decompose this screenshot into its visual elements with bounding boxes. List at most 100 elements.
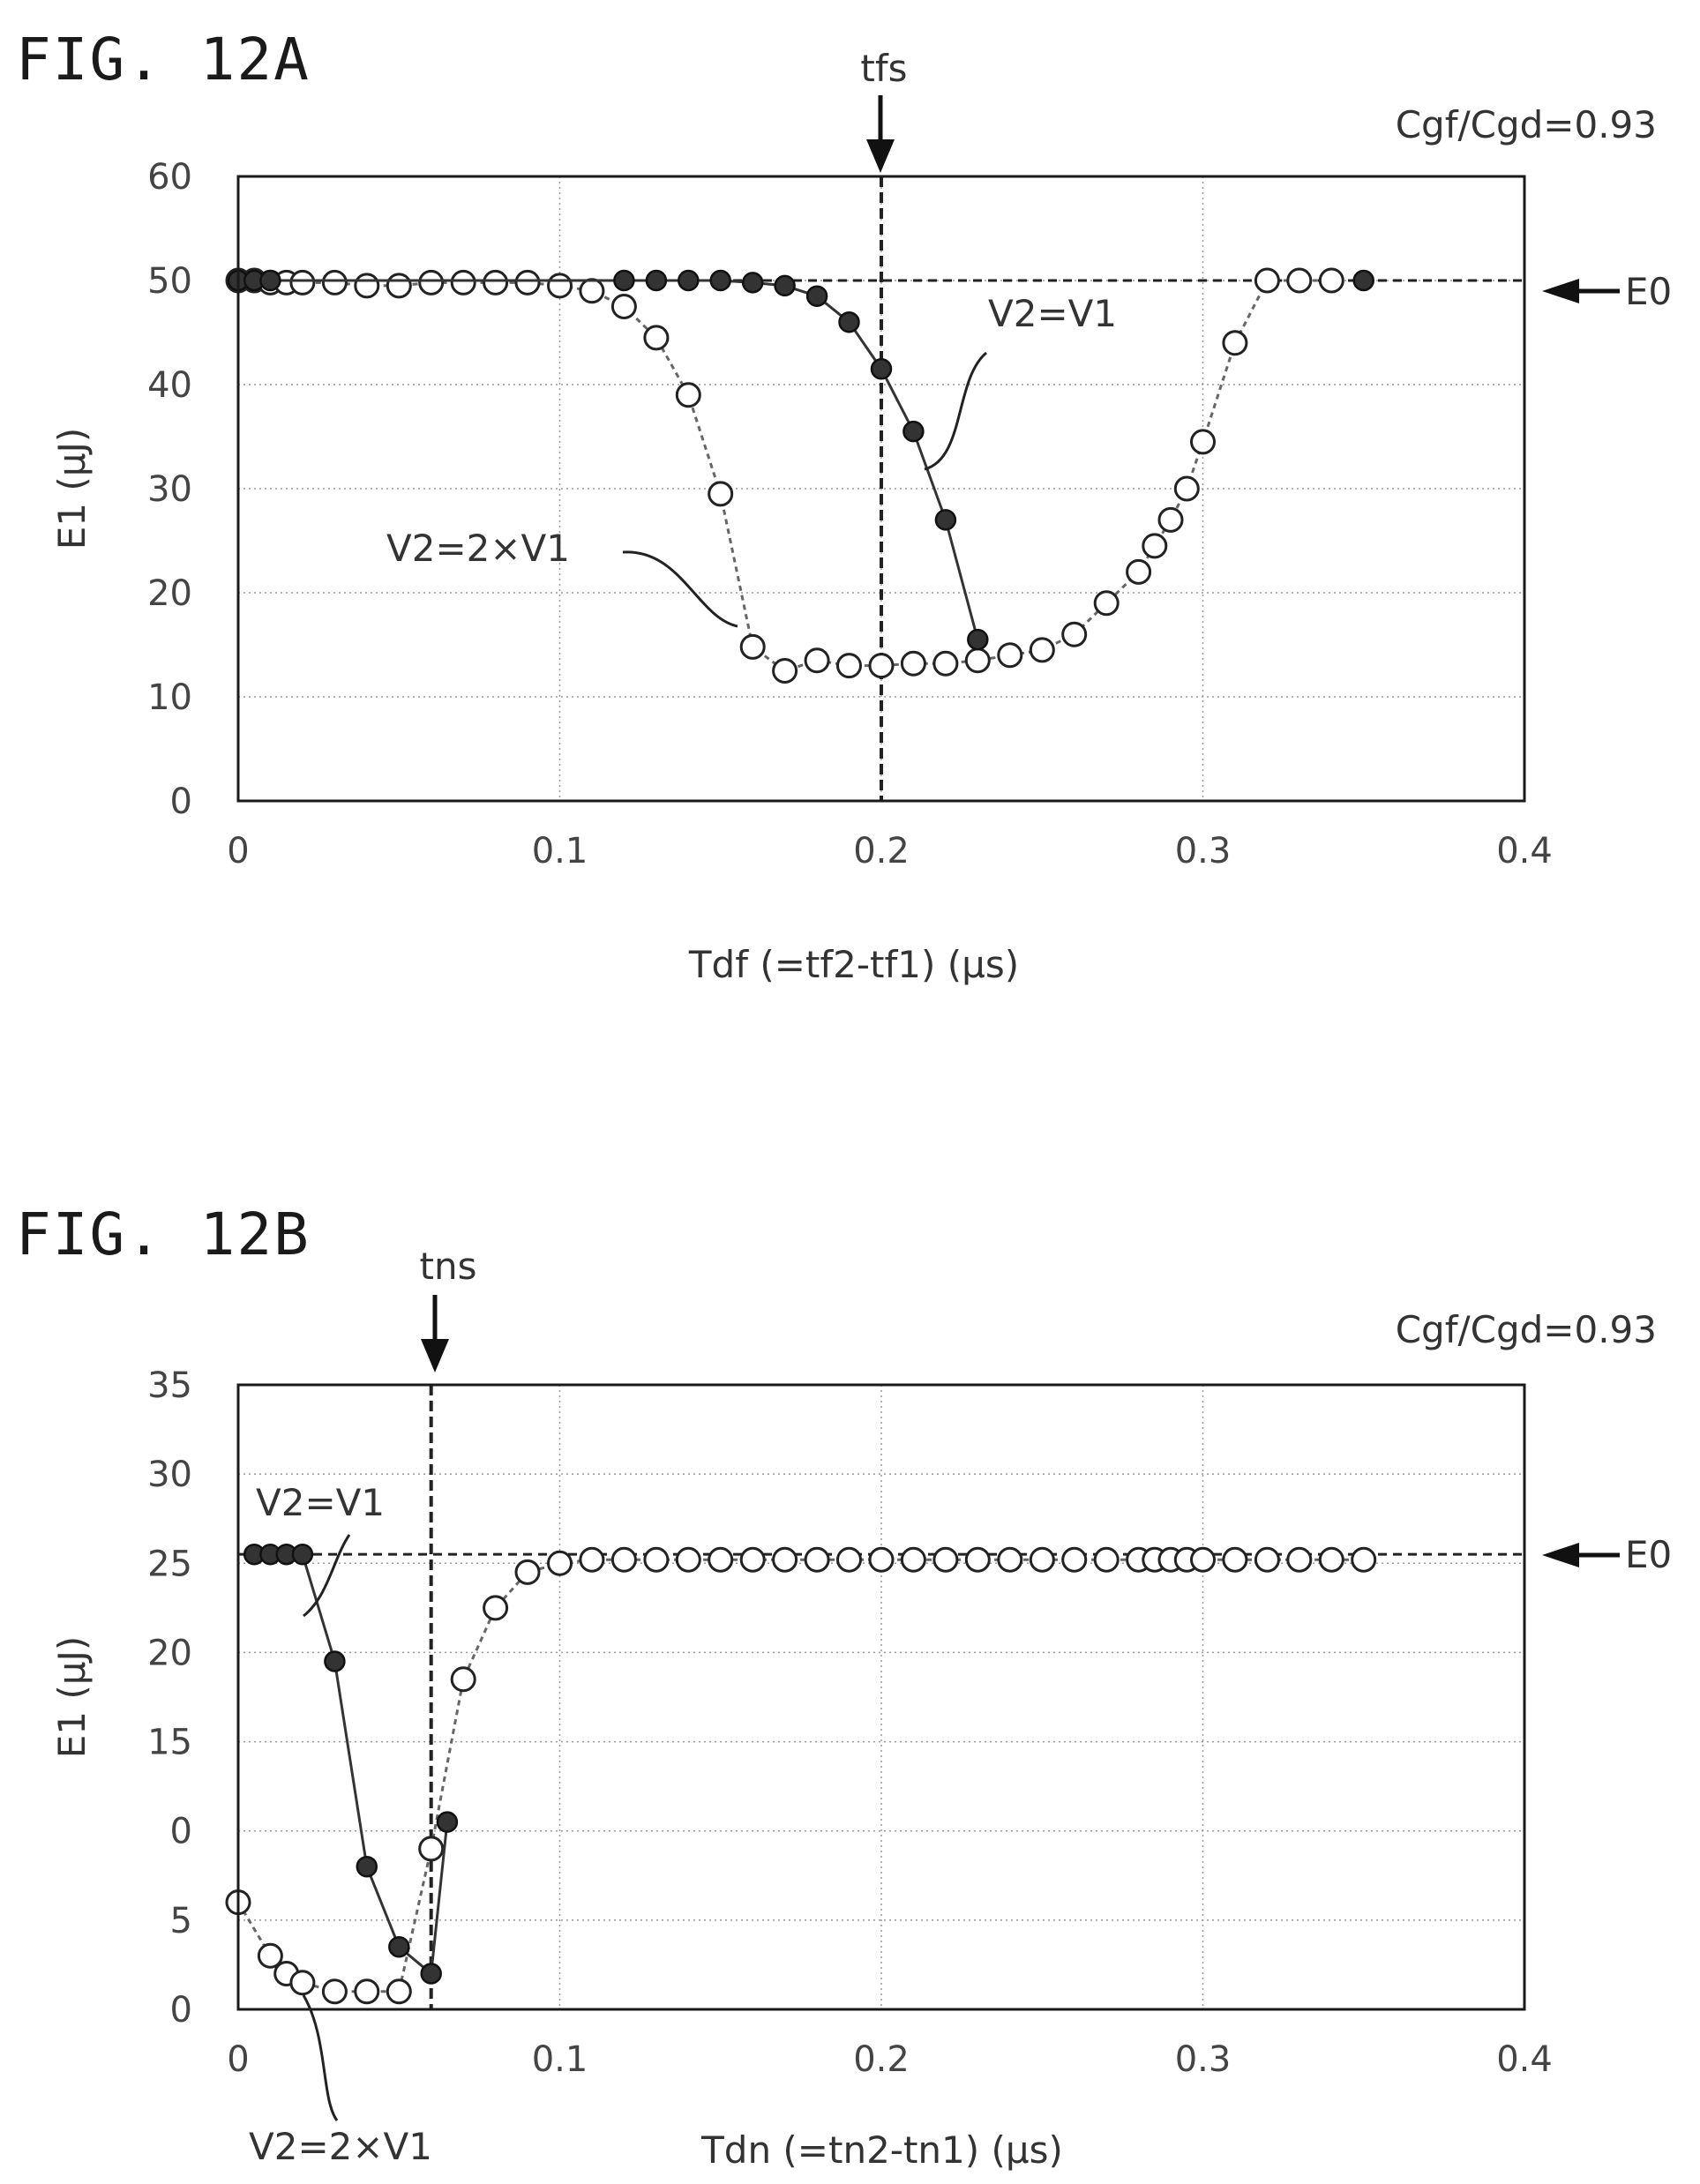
x-tick-label: 0.1 <box>532 2039 588 2080</box>
data-point <box>1157 506 1184 533</box>
x-tick-label: 0.1 <box>532 831 588 871</box>
series-label-v2-v1: V2=V1 <box>988 292 1117 335</box>
x-tick-label: 0 <box>227 2039 249 2080</box>
e0-arrow-head <box>1542 1543 1579 1567</box>
tfs-arrow-head <box>866 139 895 173</box>
ratio-label: Cgf/Cgd=0.93 <box>1396 103 1657 146</box>
data-point <box>354 1978 380 2005</box>
data-point <box>868 1546 895 1573</box>
data-point <box>964 647 991 674</box>
y-tick-label: 50 <box>147 261 192 302</box>
data-point <box>1061 621 1088 647</box>
data-point <box>483 1595 509 1621</box>
x-tick-label: 0.3 <box>1175 2039 1232 2080</box>
data-point <box>934 509 957 531</box>
data-point <box>870 358 893 380</box>
data-point <box>772 658 798 684</box>
data-point <box>1061 1546 1088 1573</box>
data-point <box>483 269 509 295</box>
series-label-v2-2v1: V2=2×V1 <box>386 527 570 570</box>
tns-arrow-head <box>421 1339 449 1372</box>
data-point <box>450 1666 476 1693</box>
plot-area <box>225 1385 1524 2009</box>
leader-v2-v1 <box>303 1534 351 1618</box>
data-point <box>772 1546 798 1573</box>
data-point <box>678 269 700 292</box>
data-point <box>741 272 764 294</box>
data-point <box>675 1546 701 1573</box>
plot-area <box>225 176 1524 801</box>
data-point <box>804 1546 830 1573</box>
data-point <box>739 633 766 660</box>
y-tick-label: 60 <box>147 157 192 198</box>
y-axis-label: E1 (μJ) <box>50 428 94 550</box>
data-point <box>967 628 989 651</box>
y-tick-label: 15 <box>147 1723 192 1763</box>
x-axis-label: Tdf (=tf2-tf1) (μs) <box>688 943 1019 986</box>
data-point <box>321 269 348 295</box>
data-point <box>321 1978 348 2005</box>
y-tick-label: 30 <box>147 469 192 510</box>
data-point <box>354 273 380 299</box>
series-label-v2-2v1: V2=2×V1 <box>249 2125 432 2168</box>
data-point <box>259 269 281 292</box>
figure-12b: FIG. 12B Cgf/Cgd=0.93 tns E0 Tdn (=tn2-t… <box>16 1200 1672 2172</box>
data-point <box>964 1546 991 1573</box>
data-point <box>900 1546 926 1573</box>
data-point <box>610 1546 637 1573</box>
data-point <box>418 269 445 295</box>
data-point <box>804 647 830 674</box>
leader-v2-v1 <box>924 351 987 471</box>
y-tick-label: 20 <box>147 573 192 614</box>
data-point <box>774 274 796 297</box>
figure-12a: FIG. 12A Cgf/Cgd=0.93 tfs E0 Tdf (=tf2-t… <box>16 26 1672 986</box>
data-point <box>1190 1546 1216 1573</box>
data-point <box>450 269 476 295</box>
data-point <box>291 1543 314 1566</box>
data-point <box>1286 267 1313 294</box>
data-point <box>902 420 925 443</box>
data-point <box>388 1935 410 1958</box>
data-point <box>932 1546 959 1573</box>
data-point <box>514 1559 541 1585</box>
data-point <box>675 382 701 408</box>
data-point <box>1093 590 1120 617</box>
data-point <box>1029 1546 1055 1573</box>
data-point <box>514 269 541 295</box>
y-tick-label: 5 <box>170 1901 192 1941</box>
data-point <box>1351 1546 1377 1573</box>
data-point <box>257 1942 283 1969</box>
x-tick-label: 0 <box>227 831 249 871</box>
e0-label: E0 <box>1625 270 1672 313</box>
data-point <box>610 294 637 319</box>
data-point <box>1126 558 1152 585</box>
leader-v2-2v1 <box>302 1994 339 2121</box>
y-tick-label: 10 <box>147 677 192 718</box>
data-point <box>1286 1546 1313 1573</box>
plot-frame <box>236 1383 1526 2011</box>
data-point <box>1222 1546 1248 1573</box>
x-tick-label: 0.2 <box>853 2039 910 2080</box>
tfs-label: tfs <box>860 47 907 90</box>
y-axis-label: E1 (μJ) <box>50 1636 94 1759</box>
x-axis-label: Tdn (=tn2-tn1) (μs) <box>700 2128 1063 2172</box>
data-point <box>645 269 668 292</box>
data-point <box>289 269 316 295</box>
x-tick-label: 0.4 <box>1496 2039 1553 2080</box>
data-point <box>997 1546 1023 1573</box>
leader-v2-2v1 <box>622 550 738 628</box>
e0-label: E0 <box>1625 1533 1672 1576</box>
data-point <box>838 310 860 333</box>
y-tick-label: 0 <box>170 782 192 822</box>
y-tick-label: 25 <box>147 1544 192 1584</box>
data-point <box>900 650 926 677</box>
y-tick-label: 40 <box>147 365 192 406</box>
figure-title: FIG. 12B <box>16 1200 311 1268</box>
data-point <box>868 653 895 679</box>
data-point <box>1029 637 1055 663</box>
data-point <box>547 1550 573 1576</box>
data-point <box>1318 267 1344 294</box>
e0-arrow-head <box>1542 279 1579 303</box>
data-point <box>1318 1546 1344 1573</box>
data-point <box>643 1546 670 1573</box>
